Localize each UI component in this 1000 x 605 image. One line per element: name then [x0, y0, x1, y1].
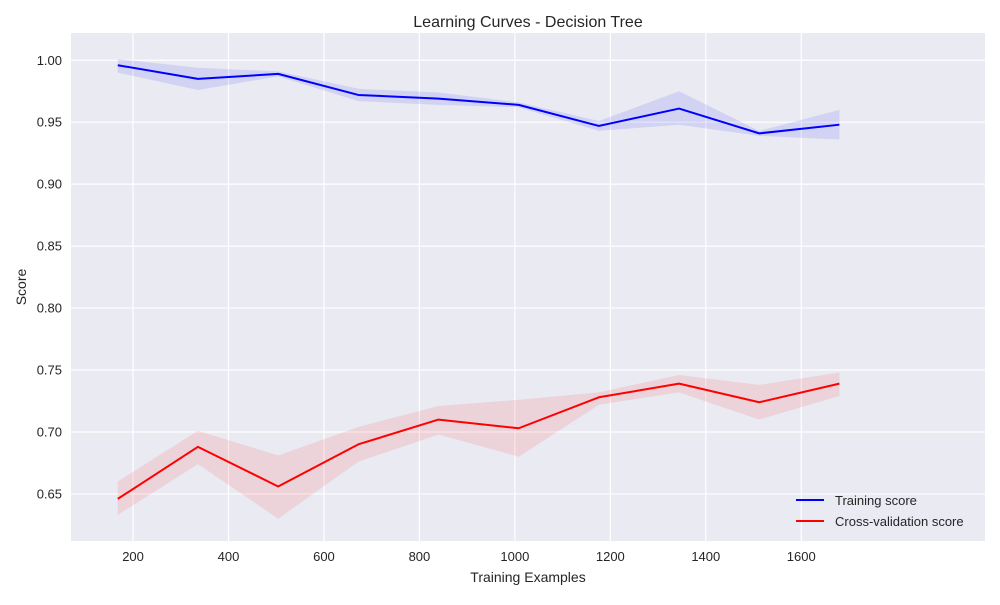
- legend-label-training: Training score: [835, 493, 917, 508]
- training-score-point: [357, 94, 359, 96]
- training-score-point: [598, 125, 600, 127]
- training-score-point: [838, 124, 840, 126]
- y-tick-label: 0.85: [37, 239, 62, 254]
- training-score-point: [277, 73, 279, 75]
- training-score-line: [117, 64, 840, 135]
- x-tick-label: 1600: [787, 549, 816, 564]
- legend-label-cross-validation: Cross-validation score: [835, 514, 964, 529]
- cross-validation-score-point: [438, 419, 440, 421]
- training-score-point: [518, 104, 520, 106]
- tick-labels: 200 400 600 800 1000 1200 1400 1600 0.65 0.70 0.75…: [37, 53, 816, 564]
- y-tick-label: 0.80: [37, 301, 62, 316]
- cross-validation-score-point: [117, 498, 119, 500]
- y-tick-label: 0.95: [37, 115, 62, 130]
- cross-validation-score-point: [518, 427, 520, 429]
- cross-validation-score-point: [838, 383, 840, 385]
- x-tick-label: 1400: [691, 549, 720, 564]
- y-axis-label: Score: [13, 269, 29, 306]
- training-score-point: [678, 108, 680, 110]
- x-tick-label: 400: [218, 549, 240, 564]
- training-score-point: [758, 132, 760, 134]
- cross-validation-score-point: [678, 383, 680, 385]
- x-tick-label: 800: [409, 549, 431, 564]
- score-lines: [117, 64, 840, 500]
- y-tick-label: 1.00: [37, 53, 62, 68]
- x-tick-label: 600: [313, 549, 335, 564]
- plot-area: [71, 33, 985, 541]
- cross-validation-score-point: [357, 443, 359, 445]
- cross-validation-score-point: [598, 396, 600, 398]
- y-tick-label: 0.65: [37, 486, 62, 501]
- cross-validation-score-point: [758, 401, 760, 403]
- cross-validation-score-line: [117, 382, 840, 500]
- legend: Training score Cross-validation score: [796, 493, 964, 529]
- y-tick-label: 0.90: [37, 177, 62, 192]
- x-tick-label: 1000: [500, 549, 529, 564]
- grid-lines: [71, 33, 985, 541]
- y-tick-label: 0.75: [37, 363, 62, 378]
- x-axis-label: Training Examples: [470, 569, 585, 585]
- training-score-point: [438, 98, 440, 100]
- chart-title: Learning Curves - Decision Tree: [413, 14, 643, 31]
- cross-validation-score-band: [117, 372, 840, 519]
- training-score-point: [197, 78, 199, 80]
- x-tick-label: 1200: [596, 549, 625, 564]
- cross-validation-score-point: [197, 446, 199, 448]
- y-tick-label: 0.70: [37, 424, 62, 439]
- training-score-point: [117, 64, 119, 66]
- cross-validation-score-point: [277, 485, 279, 487]
- x-tick-label: 200: [122, 549, 144, 564]
